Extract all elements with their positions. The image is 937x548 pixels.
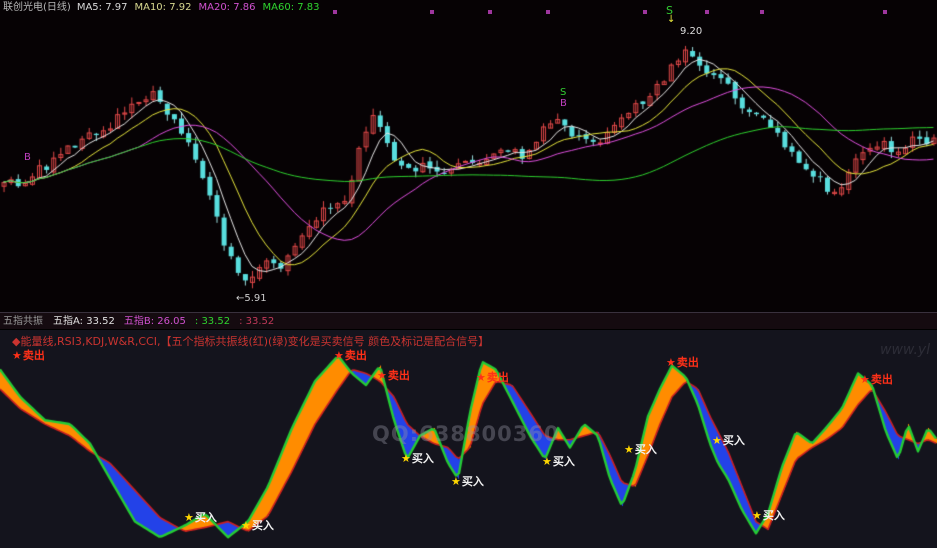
- stock-title: 联创光电(日线): [3, 2, 71, 13]
- indicator-name: 五指共振: [3, 316, 43, 327]
- ma-label-2: MA20: 7.86: [198, 2, 256, 13]
- indicator-param-2: : 33.52: [194, 316, 231, 327]
- candlestick-panel: 联创光电(日线) MA5: 7.97 MA10: 7.92 MA20: 7.86 MA6…: [0, 0, 937, 312]
- site-watermark: www.yl: [880, 342, 931, 358]
- indicator-param-1: 五指B: 26.05: [123, 316, 186, 327]
- qq-watermark: QQ:638800360: [372, 422, 560, 446]
- ma-label-3: MA60: 7.83: [262, 2, 320, 13]
- indicator-param-0: 五指A: 33.52: [53, 316, 115, 327]
- ma-value-labels: MA5: 7.97 MA10: 7.92 MA20: 7.86 MA60: 7.83: [77, 2, 327, 13]
- chart-header: 联创光电(日线) MA5: 7.97 MA10: 7.92 MA20: 7.86 MA6…: [3, 1, 327, 14]
- candlestick-chart[interactable]: [0, 0, 937, 312]
- indicator-param-labels: 五指A: 33.52 五指B: 26.05 : 33.52 : 33.52: [53, 316, 283, 327]
- indicator-param-3: : 33.52: [239, 316, 275, 327]
- ma-label-0: MA5: 7.97: [76, 2, 128, 13]
- indicator-description: ◆能量线,RSI3,KDJ,W&R,CCI,【五个指标共振线(红)(绿)变化是买…: [12, 335, 490, 348]
- indicator-title-bar[interactable]: 五指共振 五指A: 33.52 五指B: 26.05 : 33.52 : 33.52: [0, 312, 937, 329]
- ma-label-1: MA10: 7.92: [134, 2, 192, 13]
- indicator-band-chart[interactable]: [0, 330, 937, 548]
- indicator-panel: ◆能量线,RSI3,KDJ,W&R,CCI,【五个指标共振线(红)(绿)变化是买…: [0, 330, 937, 548]
